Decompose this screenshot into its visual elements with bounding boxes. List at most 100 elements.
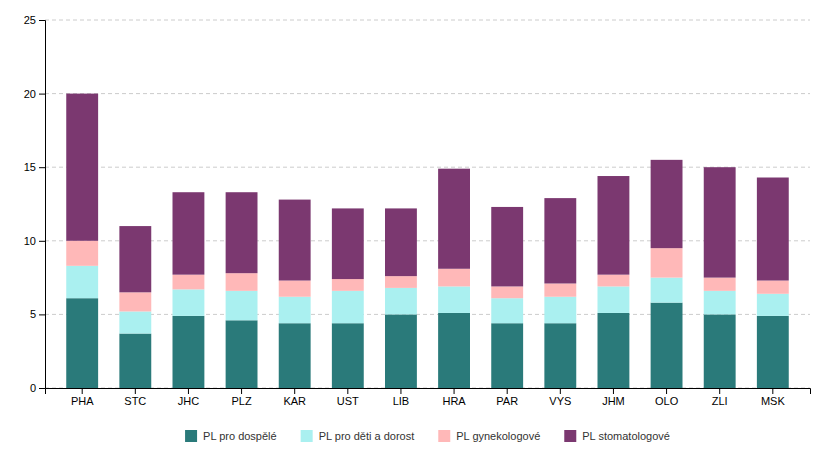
bar-segment — [544, 323, 576, 388]
bar-segment — [279, 200, 311, 281]
bar-segment — [757, 294, 789, 316]
y-axis: 0 5 10 15 20 25 — [24, 14, 46, 394]
tick-label: MSK — [761, 395, 786, 407]
tick-mark — [39, 314, 45, 315]
bar-segment — [226, 291, 258, 320]
tick-label: 0 — [30, 382, 36, 394]
bar-segment — [491, 298, 523, 323]
tick-label: ZLI — [712, 395, 728, 407]
bar-segment — [173, 275, 205, 290]
bar-segment — [651, 278, 683, 303]
tick: ZLI — [712, 388, 728, 407]
axis-line — [39, 21, 46, 389]
tick: 10 — [24, 235, 45, 247]
bar-segment — [119, 311, 151, 333]
tick-label: JHM — [602, 395, 625, 407]
legend-swatch — [185, 430, 197, 442]
legend-label: PL gynekologové — [456, 430, 540, 442]
bars — [66, 94, 789, 388]
grid-line — [45, 93, 810, 94]
legend-label: PL pro děti a dorost — [319, 430, 415, 442]
tick-label: 5 — [30, 308, 36, 320]
bar-segment — [332, 323, 364, 388]
bar-segment — [226, 192, 258, 273]
bar-segment — [385, 208, 417, 276]
bar-segment — [651, 248, 683, 277]
tick-label: OLO — [655, 395, 679, 407]
tick-mark — [39, 94, 45, 95]
tick-label: PAR — [496, 395, 518, 407]
tick-mark — [772, 388, 773, 394]
bar-segment — [279, 297, 311, 323]
bar-segment — [226, 273, 258, 291]
bar-segment — [757, 178, 789, 281]
tick: PAR — [496, 388, 518, 407]
tick: JHM — [602, 388, 625, 407]
grid-line — [45, 314, 810, 315]
tick-label: UST — [337, 395, 359, 407]
tick-mark — [719, 388, 720, 394]
bar-segment — [279, 281, 311, 297]
tick: OLO — [655, 388, 679, 407]
bar-segment — [438, 269, 470, 287]
bar-segment — [332, 208, 364, 279]
tick-mark — [135, 388, 136, 394]
tick: 25 — [24, 14, 45, 26]
tick-mark — [39, 167, 45, 168]
bar-segment — [651, 160, 683, 248]
tick-label: 15 — [24, 161, 36, 173]
legend-item: PL pro dospělé — [185, 430, 277, 442]
legend-item: PL stomatologové — [564, 430, 670, 442]
chart: 0510152025PHASTCJHCPLZKARUSTLIBHRAPARVYS… — [0, 0, 830, 468]
legend-swatch — [438, 430, 450, 442]
tick-label: LIB — [393, 395, 410, 407]
bar-segment — [704, 291, 736, 315]
bar-segment — [544, 283, 576, 296]
tick-label: STC — [124, 395, 146, 407]
tick: KAR — [283, 388, 306, 407]
bar-segment — [757, 316, 789, 388]
tick: 0 — [30, 382, 45, 394]
grid-line — [45, 167, 810, 168]
bar-segment — [598, 275, 630, 287]
tick-label: 20 — [24, 88, 36, 100]
tick-label: JHC — [178, 395, 199, 407]
legend-label: PL stomatologové — [582, 430, 670, 442]
tick: JHC — [178, 388, 199, 407]
bar-segment — [704, 278, 736, 291]
bar-segment — [119, 226, 151, 292]
bar-segment — [226, 320, 258, 388]
tick-label: KAR — [283, 395, 306, 407]
tick: HRA — [442, 388, 466, 407]
bar-segment — [704, 167, 736, 277]
bar-segment — [385, 276, 417, 288]
legend: PL pro dospělé PL pro děti a dorost PL gyn… — [185, 430, 670, 442]
axis-line — [46, 389, 811, 395]
tick-mark — [454, 388, 455, 394]
bar-segment — [173, 192, 205, 274]
bar-segment — [651, 303, 683, 388]
legend-label: PL pro dospělé — [203, 430, 277, 442]
bar-segment — [173, 289, 205, 315]
bar-segment — [491, 207, 523, 286]
bar-segment — [119, 292, 151, 311]
legend-item: PL pro děti a dorost — [301, 430, 415, 442]
grid-line — [45, 20, 810, 21]
bar-segment — [438, 169, 470, 269]
tick-label: PHA — [71, 395, 94, 407]
bar-segment — [438, 286, 470, 312]
tick-mark — [82, 388, 83, 394]
tick-mark — [347, 388, 348, 394]
tick-mark — [39, 241, 45, 242]
bar-segment — [66, 266, 98, 298]
tick-mark — [507, 388, 508, 394]
tick-mark — [560, 388, 561, 394]
bar-segment — [173, 316, 205, 388]
bar-segment — [66, 241, 98, 266]
bar-segment — [119, 334, 151, 388]
tick: UST — [337, 388, 359, 407]
bar-segment — [598, 313, 630, 388]
tick-mark — [666, 388, 667, 394]
tick-label: HRA — [442, 395, 466, 407]
bar-segment — [598, 176, 630, 275]
